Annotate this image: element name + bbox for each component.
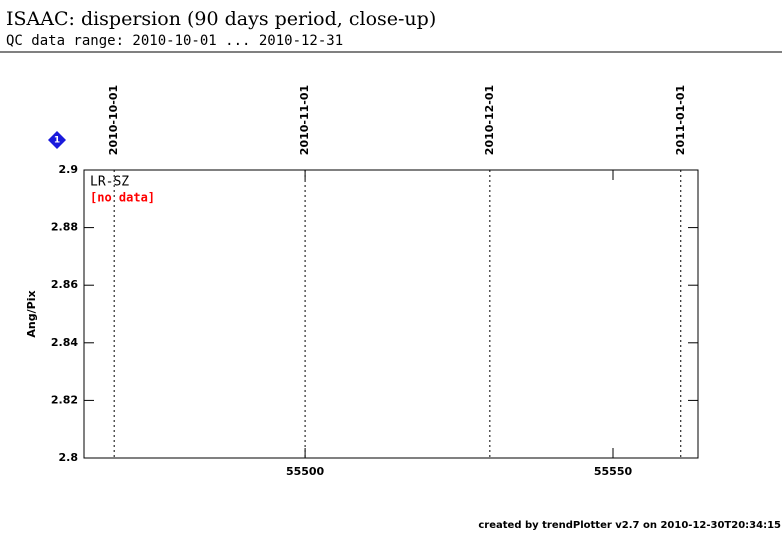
- badge: 1: [54, 136, 60, 146]
- y-tick-label: 2.9: [59, 163, 79, 176]
- date-label: 2010-12-01: [483, 85, 496, 155]
- date-label: 2011-01-01: [674, 85, 687, 155]
- x-tick-label: 55550: [594, 465, 633, 478]
- date-label: 2010-10-01: [107, 85, 120, 155]
- date-label: 2010-11-01: [298, 85, 311, 155]
- y-tick-label: 2.8: [59, 451, 79, 464]
- footer: created by trendPlotter v2.7 on 2010-12-…: [478, 520, 781, 531]
- badge-diamond: [48, 131, 66, 149]
- panel-label: LR-SZ: [90, 175, 129, 190]
- chart-subtitle: QC data range: 2010-10-01 ... 2010-12-31: [6, 33, 343, 49]
- status-label: [no data]: [90, 191, 155, 205]
- y-tick-label: 2.82: [51, 393, 78, 406]
- plot-frame: [83, 169, 699, 459]
- x-tick-label: 55500: [286, 465, 325, 478]
- y-tick-label: 2.88: [51, 221, 78, 234]
- chart-title: ISAAC: dispersion (90 days period, close…: [6, 8, 436, 30]
- y-tick-label: 2.84: [51, 336, 78, 349]
- y-axis-label: Ang/Pix: [25, 290, 38, 337]
- y-tick-label: 2.86: [51, 278, 78, 291]
